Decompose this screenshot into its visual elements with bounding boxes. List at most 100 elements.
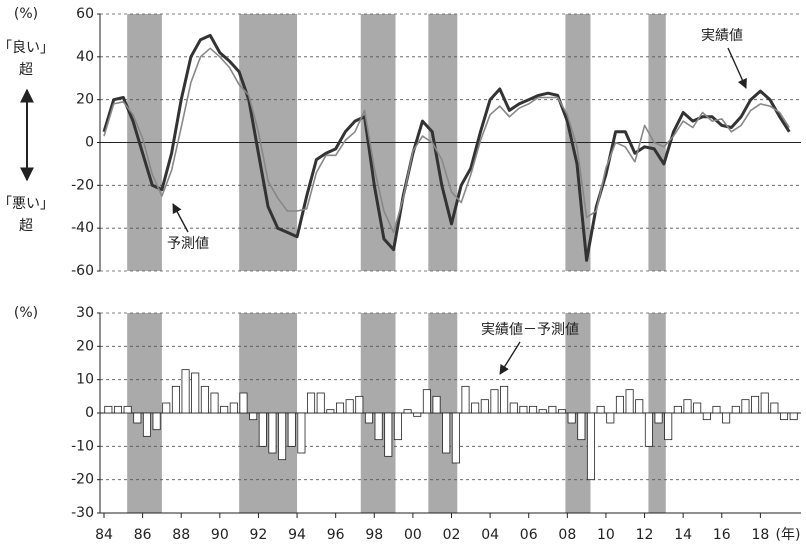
bar	[239, 392, 248, 414]
bar	[297, 412, 306, 454]
bar	[461, 385, 470, 414]
bar	[220, 405, 229, 414]
bar	[480, 399, 489, 414]
x-tick-label: 18	[751, 527, 769, 543]
y-unit-label: (%)	[14, 305, 38, 321]
bar	[191, 372, 200, 414]
bar	[181, 369, 190, 414]
bar	[364, 412, 373, 424]
bar	[558, 409, 567, 414]
bar	[654, 412, 663, 424]
x-tick-label: 16	[713, 527, 731, 543]
x-tick-label: 86	[134, 527, 152, 543]
bar	[538, 409, 547, 414]
bar	[133, 412, 142, 424]
bar	[702, 412, 711, 421]
bar	[403, 409, 412, 414]
bar	[683, 399, 692, 414]
bar	[249, 412, 258, 421]
x-tick-label: 14	[674, 527, 692, 543]
y-tick-label: -60	[71, 263, 94, 279]
y-tick-label: 40	[76, 49, 94, 65]
bar	[760, 392, 769, 414]
y-unit-label: (%)	[14, 6, 38, 22]
bar	[548, 405, 557, 414]
bar	[384, 412, 393, 457]
bar	[586, 412, 596, 481]
bar	[567, 412, 576, 424]
bar	[413, 412, 422, 417]
bar	[200, 385, 209, 414]
bar	[673, 405, 682, 414]
y-side-label: 「悪い」	[0, 196, 54, 212]
bar	[615, 395, 624, 414]
bar	[519, 405, 528, 414]
x-tick-label: 04	[481, 527, 499, 543]
bar	[596, 405, 605, 414]
x-tick-label: 88	[172, 527, 190, 543]
bar	[509, 402, 518, 414]
bar	[606, 412, 615, 424]
bar	[268, 412, 277, 454]
bar	[770, 402, 779, 414]
annotation: 実績値	[701, 28, 743, 44]
x-tick-label: 02	[443, 527, 461, 543]
bar	[500, 385, 509, 414]
y-tick-label: 60	[76, 6, 94, 22]
y-tick-label: 0	[85, 405, 94, 421]
bar	[722, 412, 731, 424]
x-tick-label: 94	[288, 527, 306, 543]
bar	[171, 385, 180, 414]
y-side-label: 超	[19, 218, 33, 234]
x-tick-label: 12	[636, 527, 654, 543]
bar	[278, 412, 287, 461]
bar	[152, 412, 161, 431]
y-tick-label: -40	[71, 220, 94, 236]
bar	[712, 405, 721, 414]
x-tick-label: 84	[95, 527, 113, 543]
bar	[432, 395, 441, 414]
bar	[577, 412, 586, 441]
bar	[355, 395, 364, 414]
bar	[123, 405, 132, 414]
y-tick-label: -20	[71, 177, 94, 193]
bar	[664, 412, 673, 441]
line-series	[102, 33, 791, 262]
bar	[635, 399, 644, 414]
bar	[104, 405, 113, 414]
y-tick-label: 10	[76, 372, 94, 388]
annotation-arrow	[172, 203, 189, 233]
y-tick-label: 20	[76, 338, 94, 354]
y-tick-label: -30	[71, 505, 94, 521]
bar	[422, 389, 431, 414]
bar	[229, 402, 238, 414]
annotation: 実績値－予測値	[481, 322, 579, 338]
bar	[780, 412, 789, 421]
x-tick-label: 00	[404, 527, 422, 543]
bar	[287, 412, 296, 447]
x-tick-label: 10	[597, 527, 615, 543]
bar	[471, 402, 480, 414]
bar	[741, 399, 750, 414]
bar	[393, 412, 402, 441]
y-tick-label: 0	[85, 135, 94, 151]
annotation: 予測値	[167, 236, 209, 252]
bar	[316, 392, 325, 414]
bar	[307, 392, 316, 414]
line-series	[103, 47, 790, 234]
annotation-arrow	[499, 341, 521, 375]
y-tick-label: -20	[71, 472, 94, 488]
x-tick-label: 98	[365, 527, 383, 543]
bar	[113, 405, 123, 414]
x-tick-label: 06	[520, 527, 538, 543]
y-tick-label: 20	[76, 92, 94, 108]
bar	[529, 405, 538, 414]
bar	[345, 399, 354, 414]
bar	[210, 392, 219, 414]
x-tick-label: 96	[327, 527, 345, 543]
x-tick-label: 92	[250, 527, 268, 543]
y-tick-label: 30	[76, 305, 94, 321]
bar	[258, 412, 267, 447]
bar	[789, 412, 798, 421]
